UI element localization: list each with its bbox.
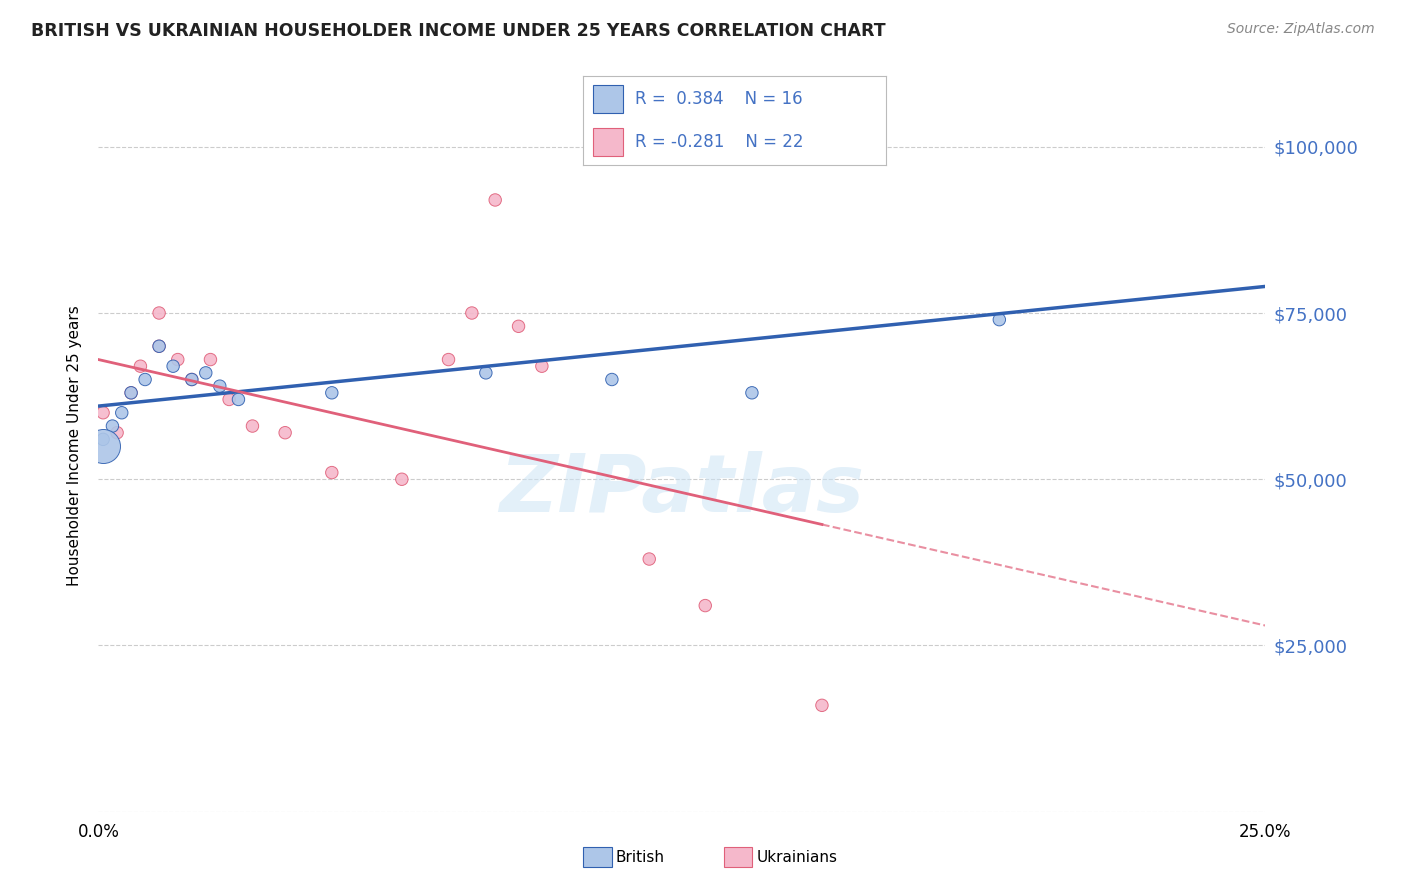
- Point: [274, 425, 297, 440]
- Point: [120, 385, 142, 400]
- Point: [105, 425, 128, 440]
- Point: [484, 193, 506, 207]
- Text: Source: ZipAtlas.com: Source: ZipAtlas.com: [1227, 22, 1375, 37]
- Point: [194, 366, 217, 380]
- Text: ZIPatlas: ZIPatlas: [499, 450, 865, 529]
- Point: [321, 385, 343, 400]
- Point: [180, 372, 202, 386]
- Point: [391, 472, 413, 486]
- Point: [91, 439, 114, 453]
- FancyBboxPatch shape: [592, 128, 623, 156]
- Text: R =  0.384    N = 16: R = 0.384 N = 16: [636, 90, 803, 108]
- Point: [475, 366, 498, 380]
- Text: BRITISH VS UKRAINIAN HOUSEHOLDER INCOME UNDER 25 YEARS CORRELATION CHART: BRITISH VS UKRAINIAN HOUSEHOLDER INCOME …: [31, 22, 886, 40]
- Point: [91, 406, 114, 420]
- Y-axis label: Householder Income Under 25 years: Householder Income Under 25 years: [67, 306, 83, 586]
- Point: [530, 359, 553, 374]
- Point: [120, 385, 142, 400]
- Point: [242, 419, 264, 434]
- Point: [91, 433, 114, 447]
- Point: [111, 406, 134, 420]
- Point: [437, 352, 460, 367]
- Point: [166, 352, 188, 367]
- FancyBboxPatch shape: [592, 85, 623, 113]
- Point: [101, 419, 124, 434]
- Point: [228, 392, 250, 407]
- Point: [811, 698, 834, 713]
- Point: [508, 319, 530, 334]
- Point: [208, 379, 231, 393]
- Point: [321, 466, 343, 480]
- Point: [148, 339, 170, 353]
- Point: [200, 352, 222, 367]
- Point: [148, 339, 170, 353]
- Point: [129, 359, 152, 374]
- Point: [134, 372, 156, 386]
- Point: [988, 312, 1011, 326]
- Point: [218, 392, 240, 407]
- Point: [638, 552, 661, 566]
- Text: R = -0.281    N = 22: R = -0.281 N = 22: [636, 133, 803, 151]
- Point: [741, 385, 763, 400]
- Point: [461, 306, 484, 320]
- Point: [695, 599, 717, 613]
- Point: [162, 359, 184, 374]
- Point: [148, 306, 170, 320]
- Point: [600, 372, 623, 386]
- Text: British: British: [616, 850, 665, 864]
- Point: [180, 372, 202, 386]
- Text: Ukrainians: Ukrainians: [756, 850, 838, 864]
